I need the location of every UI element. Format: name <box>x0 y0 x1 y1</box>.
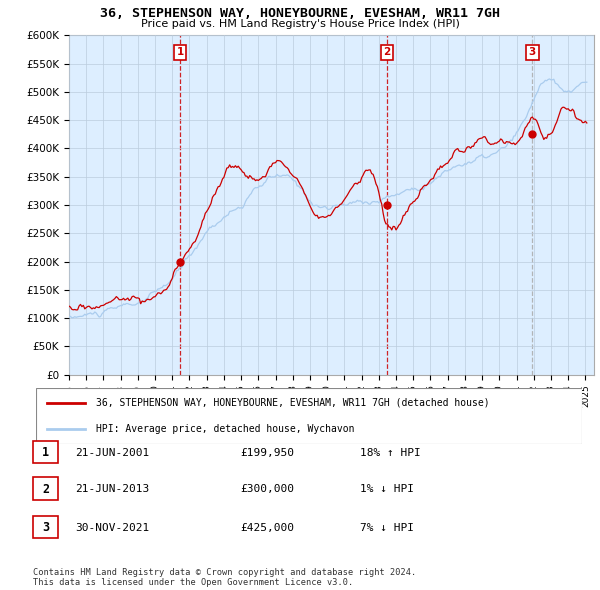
Text: Price paid vs. HM Land Registry's House Price Index (HPI): Price paid vs. HM Land Registry's House … <box>140 19 460 30</box>
Text: 3: 3 <box>42 521 49 535</box>
Text: 21-JUN-2013: 21-JUN-2013 <box>75 484 149 494</box>
Text: 1% ↓ HPI: 1% ↓ HPI <box>360 484 414 494</box>
Text: £199,950: £199,950 <box>240 448 294 458</box>
Text: Contains HM Land Registry data © Crown copyright and database right 2024.
This d: Contains HM Land Registry data © Crown c… <box>33 568 416 587</box>
FancyBboxPatch shape <box>36 388 582 444</box>
Text: 1: 1 <box>176 47 184 57</box>
Text: 21-JUN-2001: 21-JUN-2001 <box>75 448 149 458</box>
Text: £425,000: £425,000 <box>240 523 294 533</box>
Text: 18% ↑ HPI: 18% ↑ HPI <box>360 448 421 458</box>
Text: 7% ↓ HPI: 7% ↓ HPI <box>360 523 414 533</box>
Text: 30-NOV-2021: 30-NOV-2021 <box>75 523 149 533</box>
Text: 2: 2 <box>42 483 49 496</box>
Text: HPI: Average price, detached house, Wychavon: HPI: Average price, detached house, Wych… <box>96 424 355 434</box>
Text: 36, STEPHENSON WAY, HONEYBOURNE, EVESHAM, WR11 7GH (detached house): 36, STEPHENSON WAY, HONEYBOURNE, EVESHAM… <box>96 398 490 408</box>
Text: 2: 2 <box>383 47 391 57</box>
Text: £300,000: £300,000 <box>240 484 294 494</box>
Text: 1: 1 <box>42 446 49 460</box>
Text: 36, STEPHENSON WAY, HONEYBOURNE, EVESHAM, WR11 7GH: 36, STEPHENSON WAY, HONEYBOURNE, EVESHAM… <box>100 7 500 20</box>
Text: 3: 3 <box>529 47 536 57</box>
